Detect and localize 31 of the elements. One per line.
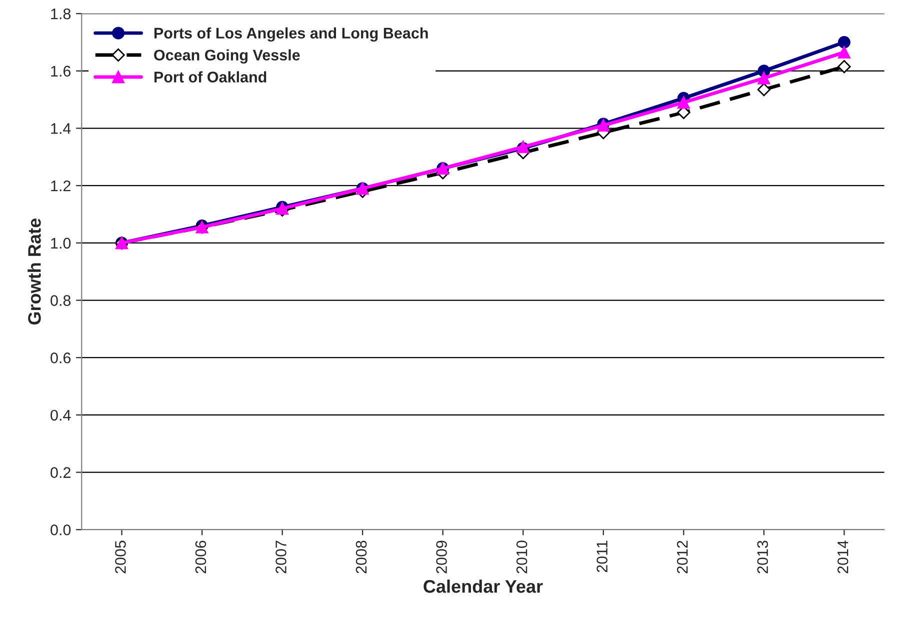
y-tick-label: 1.2 [51, 180, 70, 192]
point [838, 46, 850, 59]
y-tick-label: 0.8 [50, 295, 71, 306]
x-tick-label: 2011 [596, 540, 608, 572]
legend-label: Port of Oakland [154, 71, 266, 82]
x-axis-title: Calendar Year [424, 580, 543, 593]
y-tick-label: 0.0 [50, 524, 71, 536]
x-tick-label: 2013 [757, 540, 768, 574]
x-tick-label: 2009 [436, 540, 447, 574]
x-tick-label: 2006 [195, 540, 206, 574]
y-tick-label: 0.2 [50, 467, 70, 478]
x-tick-label: 2007 [276, 540, 286, 574]
point [758, 72, 770, 84]
point [838, 36, 850, 49]
y-tick-label: 0.4 [50, 410, 71, 421]
x-tick-label: 2010 [516, 540, 528, 574]
x-tick-label: 2014 [837, 540, 848, 574]
y-tick-label: 1.6 [51, 66, 71, 77]
y-tick-label: 1.8 [51, 8, 71, 20]
legend-label: Ocean Going Vessle [154, 49, 300, 64]
y-tick-label: 1.4 [51, 123, 71, 134]
y-axis-title: Growth Rate [28, 218, 41, 325]
y-tick-label: 1.0 [51, 238, 71, 249]
legend-label: Ports of Los Angeles and Long Beach [154, 27, 428, 42]
x-tick-label: 2012 [676, 540, 688, 574]
point [838, 60, 851, 74]
point [757, 82, 771, 96]
x-tick-label: 2005 [115, 540, 126, 574]
y-tick-label: 0.6 [50, 352, 71, 364]
x-tick-label: 2008 [356, 540, 367, 574]
point [677, 96, 690, 109]
